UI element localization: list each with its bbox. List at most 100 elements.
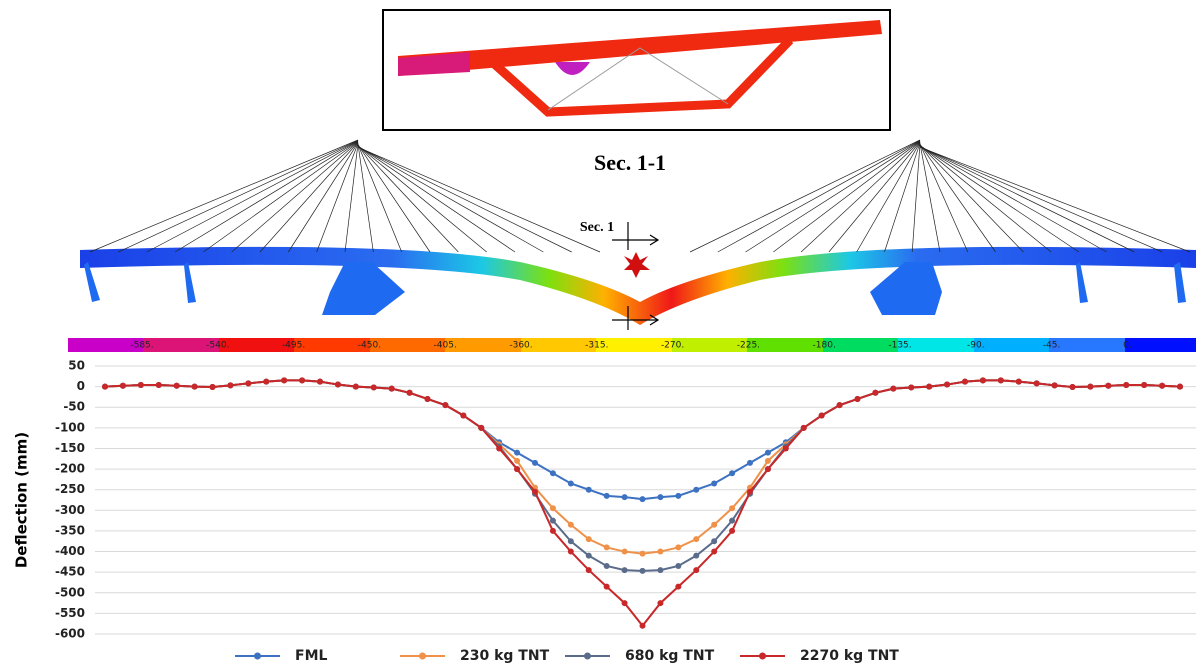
- data-point: [747, 460, 753, 466]
- data-point: [837, 402, 843, 408]
- data-point: [729, 528, 735, 534]
- data-point: [586, 567, 592, 573]
- data-point: [514, 458, 520, 464]
- data-point: [1105, 383, 1111, 389]
- data-point: [711, 549, 717, 555]
- cable: [690, 140, 920, 252]
- y-tick-label: -350: [55, 523, 85, 537]
- cable: [920, 144, 940, 252]
- data-point: [407, 390, 413, 396]
- data-point: [908, 384, 914, 390]
- cable: [920, 146, 1134, 252]
- data-point: [1016, 379, 1022, 385]
- data-point: [299, 377, 305, 383]
- data-point: [227, 382, 233, 388]
- pier: [1174, 262, 1186, 303]
- data-point: [1123, 382, 1129, 388]
- data-point: [389, 386, 395, 392]
- data-point: [550, 470, 556, 476]
- data-point: [657, 549, 663, 555]
- legend-marker: [759, 653, 766, 660]
- cable: [358, 146, 543, 252]
- colorbar-label: -45.: [1043, 341, 1061, 351]
- pylon-base: [322, 262, 405, 315]
- data-point: [622, 600, 628, 606]
- colorbar: -585.-540.-495.-450.-405.-360.-315.-270.…: [68, 338, 1196, 352]
- cable: [829, 142, 920, 252]
- data-point: [765, 466, 771, 472]
- cable: [358, 145, 430, 252]
- cable: [358, 144, 373, 252]
- cable: [920, 144, 996, 252]
- data-point: [675, 493, 681, 499]
- colorbar-label: -270.: [661, 341, 684, 351]
- data-point: [998, 377, 1004, 383]
- colorbar-swatch: [1125, 338, 1196, 352]
- legend-marker: [584, 653, 591, 660]
- cable: [746, 141, 920, 252]
- series-line: [105, 380, 1180, 570]
- data-point: [138, 382, 144, 388]
- colorbar-label: -90.: [967, 341, 985, 351]
- data-point: [317, 379, 323, 385]
- cable: [920, 145, 1051, 252]
- data-point: [693, 536, 699, 542]
- data-point: [890, 386, 896, 392]
- y-tick-label: 50: [68, 359, 85, 373]
- y-tick-label: -500: [55, 585, 85, 599]
- data-point: [640, 551, 646, 557]
- cable: [147, 141, 358, 252]
- y-tick-label: -150: [55, 441, 85, 455]
- colorbar-swatch: [974, 338, 1049, 352]
- data-point: [747, 489, 753, 495]
- data-point: [1034, 380, 1040, 386]
- section-inset: Sec. 1-1: [383, 10, 890, 175]
- data-point: [514, 450, 520, 456]
- data-point: [675, 563, 681, 569]
- data-point: [729, 470, 735, 476]
- colorbar-label: -315.: [585, 341, 608, 351]
- data-point: [926, 384, 932, 390]
- data-point: [622, 567, 628, 573]
- data-point: [783, 445, 789, 451]
- data-point: [156, 382, 162, 388]
- data-point: [496, 445, 502, 451]
- pier: [1076, 262, 1088, 303]
- colorbar-label: -180.: [813, 341, 836, 351]
- data-point: [586, 553, 592, 559]
- data-point: [174, 383, 180, 389]
- data-point: [550, 505, 556, 511]
- data-point: [711, 522, 717, 528]
- data-point: [675, 584, 681, 590]
- legend-marker: [254, 653, 261, 660]
- data-point: [604, 493, 610, 499]
- data-point: [586, 487, 592, 493]
- y-tick-label: -200: [55, 462, 85, 476]
- data-point: [1177, 384, 1183, 390]
- data-point: [478, 425, 484, 431]
- data-point: [460, 412, 466, 418]
- data-point: [604, 544, 610, 550]
- figure: Sec. 1-1 Sec. 1 -585.-540.-495.-450.-405…: [0, 0, 1196, 668]
- colorbar-label: -540.: [206, 341, 229, 351]
- data-point: [819, 412, 825, 418]
- colorbar-label: -360.: [509, 341, 532, 351]
- data-point: [801, 425, 807, 431]
- data-point: [442, 402, 448, 408]
- data-point: [514, 466, 520, 472]
- data-point: [1159, 383, 1165, 389]
- data-point: [657, 494, 663, 500]
- data-point: [102, 384, 108, 390]
- cable: [920, 144, 968, 252]
- data-point: [550, 518, 556, 524]
- pylon-base: [870, 262, 942, 315]
- cable: [358, 146, 487, 252]
- data-point: [640, 496, 646, 502]
- data-point: [657, 567, 663, 573]
- data-point: [281, 377, 287, 383]
- data-point: [640, 568, 646, 574]
- y-tick-label: 0: [77, 379, 85, 393]
- data-point: [693, 487, 699, 493]
- cable: [260, 142, 358, 252]
- series-line: [105, 380, 1180, 553]
